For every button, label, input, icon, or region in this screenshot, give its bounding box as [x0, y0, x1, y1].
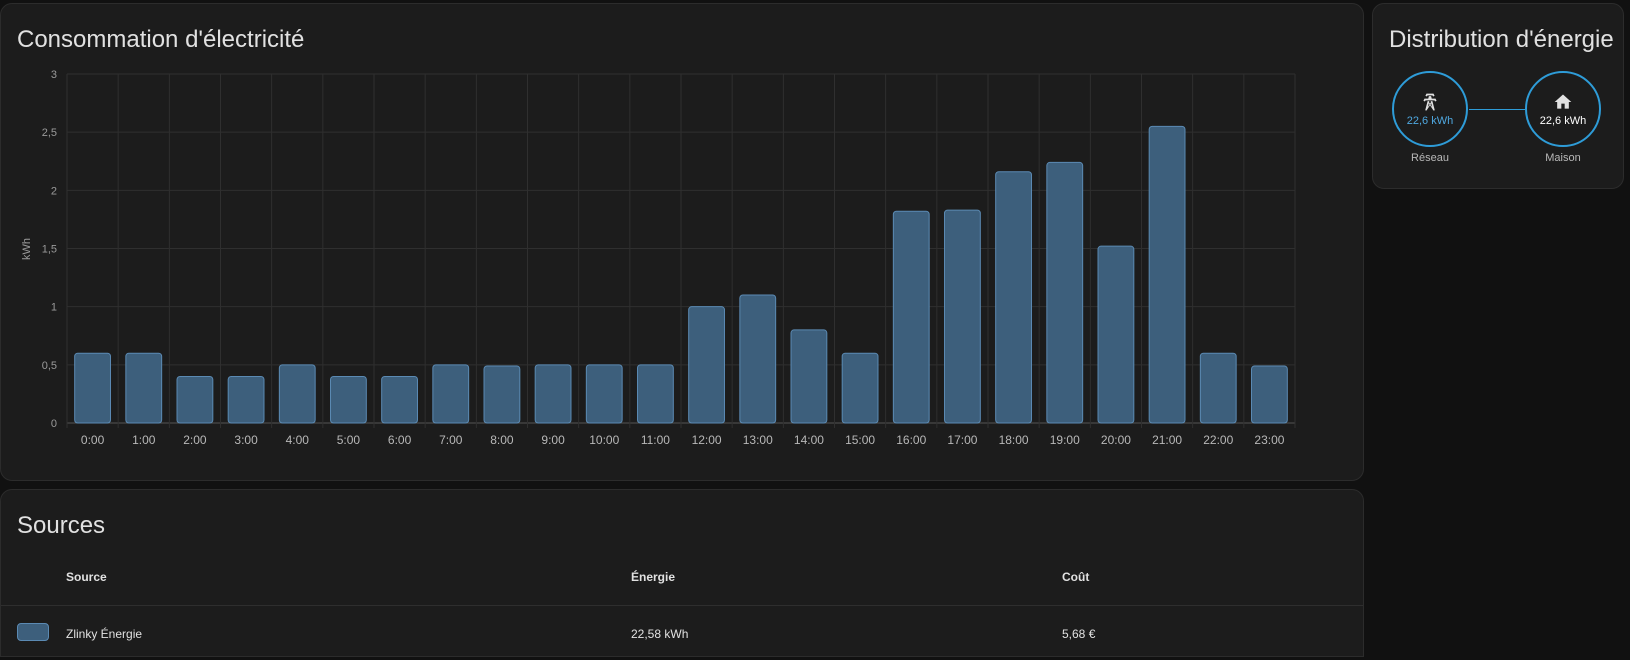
bar — [432, 364, 470, 424]
grid-to-home-flow-line — [1469, 109, 1525, 110]
x-tick-label: 16:00 — [896, 433, 926, 447]
bar — [125, 352, 163, 424]
x-tick-label: 13:00 — [743, 433, 773, 447]
y-tick-label: 3 — [51, 69, 57, 81]
x-tick-label: 9:00 — [541, 433, 565, 447]
x-tick-label: 2:00 — [183, 433, 207, 447]
bar — [841, 352, 879, 424]
sources-title: Sources — [17, 512, 106, 539]
bar — [1251, 365, 1288, 424]
x-tick-label: 6:00 — [388, 433, 412, 447]
x-tick-label: 18:00 — [999, 433, 1029, 447]
source-cost: 5,68 € — [1062, 627, 1096, 641]
bar — [1046, 161, 1084, 424]
x-tick-label: 14:00 — [794, 433, 824, 447]
transmission-tower-icon — [1423, 93, 1437, 110]
y-tick-label: 0 — [51, 418, 57, 430]
x-tick-label: 12:00 — [692, 433, 722, 447]
bar — [688, 306, 725, 424]
bar — [278, 364, 316, 424]
bar — [227, 375, 265, 424]
bar — [330, 375, 367, 424]
consumption-card: Consommation d'électricité 0 0,5 1 1,5 2 2,5 3… — [0, 3, 1364, 481]
energy-column-header[interactable]: Énergie — [631, 570, 676, 584]
bar — [1097, 245, 1135, 424]
x-tick-label: 23:00 — [1254, 433, 1284, 447]
x-tick-label: 21:00 — [1152, 433, 1182, 447]
bar — [585, 364, 623, 424]
cost-column-header[interactable]: Coût — [1062, 570, 1090, 584]
distribution-title: Distribution d'énergie — [1389, 26, 1614, 53]
bar — [534, 364, 572, 424]
bar — [74, 352, 111, 424]
bar — [995, 171, 1032, 424]
y-tick-label: 1 — [51, 302, 57, 314]
y-axis-unit-label: kWh — [21, 238, 33, 260]
bar — [1199, 352, 1237, 424]
bar — [381, 375, 418, 424]
x-tick-label: 0:00 — [81, 433, 105, 447]
x-tick-label: 19:00 — [1050, 433, 1080, 447]
bar — [944, 209, 981, 424]
x-tick-label: 22:00 — [1203, 433, 1233, 447]
source-color-swatch — [17, 623, 49, 641]
bar — [892, 210, 930, 424]
grid-value: 22,6 kWh — [1406, 114, 1454, 127]
x-tick-label: 17:00 — [947, 433, 977, 447]
x-tick-label: 11:00 — [641, 433, 670, 447]
bar — [483, 365, 521, 424]
x-tick-label: 10:00 — [589, 433, 619, 447]
distribution-card: Distribution d'énergie 22,6 kWh Réseau 2… — [1372, 3, 1624, 189]
x-tick-label: 4:00 — [286, 433, 310, 447]
bar — [790, 329, 828, 424]
home-node[interactable]: 22,6 kWh — [1525, 71, 1601, 147]
sources-card: Sources Source Énergie Coût Zlinky Énerg… — [0, 489, 1364, 657]
source-energy: 22,58 kWh — [631, 627, 689, 641]
y-tick-label: 1,5 — [42, 244, 57, 256]
table-divider — [1, 605, 1363, 606]
grid-node[interactable]: 22,6 kWh — [1392, 71, 1468, 147]
bar — [637, 364, 674, 424]
home-icon — [1554, 94, 1572, 109]
bar — [1148, 125, 1186, 424]
home-label: Maison — [1545, 152, 1581, 164]
x-tick-label: 5:00 — [337, 433, 361, 447]
x-tick-label: 7:00 — [439, 433, 463, 447]
x-tick-label: 3:00 — [234, 433, 258, 447]
bar — [176, 375, 214, 424]
home-value: 22,6 kWh — [1539, 114, 1587, 127]
bar — [739, 294, 777, 424]
x-tick-label: 1:00 — [132, 433, 156, 447]
x-tick-label: 15:00 — [845, 433, 875, 447]
y-tick-label: 2,5 — [42, 127, 57, 139]
x-tick-label: 8:00 — [490, 433, 514, 447]
consumption-chart: 0 0,5 1 1,5 2 2,5 3 0:00 1:00 2:00 3:00 4:00 5:00 6:0… — [21, 69, 1296, 447]
x-tick-label: 20:00 — [1101, 433, 1131, 447]
grid-label: Réseau — [1411, 152, 1449, 164]
source-column-header[interactable]: Source — [66, 570, 107, 584]
y-tick-label: 0,5 — [42, 360, 57, 372]
consumption-title: Consommation d'électricité — [17, 26, 305, 53]
y-tick-label: 2 — [51, 185, 57, 197]
source-name: Zlinky Énergie — [66, 627, 143, 641]
